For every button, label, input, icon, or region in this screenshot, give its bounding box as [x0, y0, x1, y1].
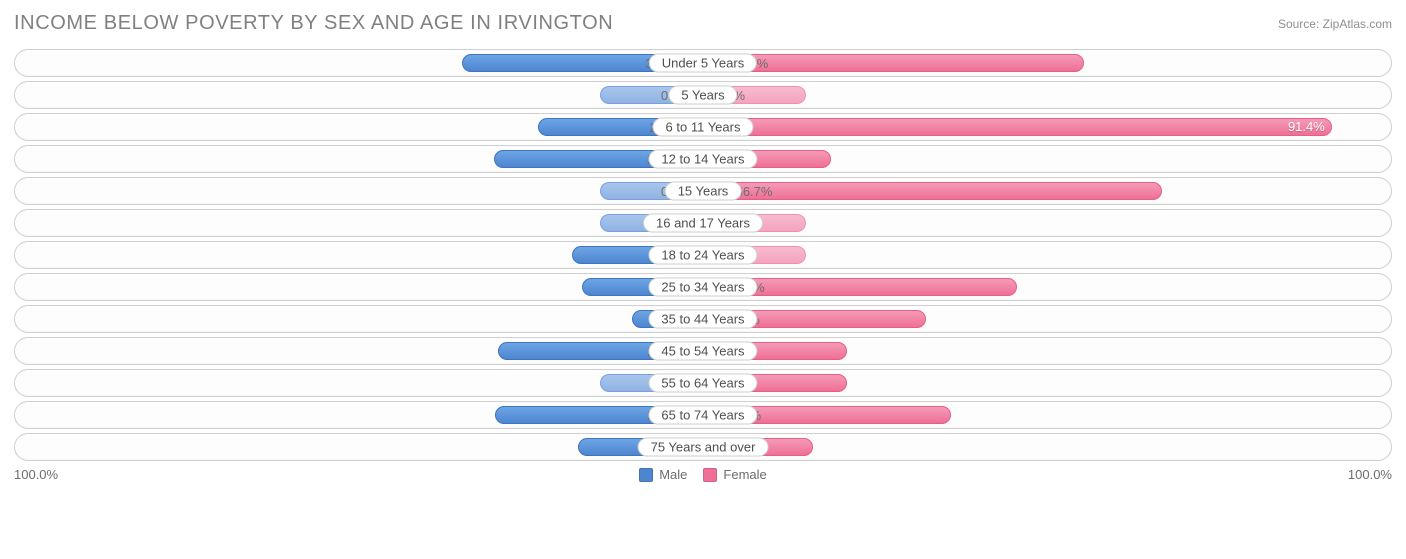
chart-row: 35.0%55.4%Under 5 Years	[14, 49, 1392, 77]
chart-row: 19.1%0.0%18 to 24 Years	[14, 241, 1392, 269]
chart-row: 24.0% 91.4% 6 to 11 Years	[14, 113, 1392, 141]
female-half: 45.6%	[703, 274, 1391, 300]
female-half: 36.1%	[703, 402, 1391, 428]
male-half: 0.0%	[15, 370, 703, 396]
chart-row: 29.8%21.0%45 to 54 Years	[14, 337, 1392, 365]
female-half: 66.7%	[703, 178, 1391, 204]
male-half: 18.2%	[15, 434, 703, 460]
axis-left-max: 100.0%	[14, 467, 58, 482]
category-label: 15 Years	[665, 182, 742, 201]
female-value: 91.4%	[1288, 119, 1325, 134]
legend-swatch-female	[703, 468, 717, 482]
category-label: 18 to 24 Years	[648, 246, 757, 265]
legend-swatch-male	[639, 468, 653, 482]
chart-row: 0.0%21.0%55 to 64 Years	[14, 369, 1392, 397]
legend-label-male: Male	[659, 467, 687, 482]
female-half: 91.4%	[703, 114, 1391, 140]
female-half: 0.0%	[703, 242, 1391, 268]
female-half: 21.0%	[703, 338, 1391, 364]
female-half: 0.0%	[703, 82, 1391, 108]
chart-header: INCOME BELOW POVERTY BY SEX AND AGE IN I…	[14, 12, 1392, 35]
male-half: 24.0%	[15, 114, 703, 140]
female-half: 32.4%	[703, 306, 1391, 332]
chart-legend: Male Female	[639, 467, 767, 482]
chart-row: 0.0%0.0%5 Years	[14, 81, 1392, 109]
category-label: Under 5 Years	[649, 54, 757, 73]
chart-source: Source: ZipAtlas.com	[1278, 17, 1392, 31]
male-half: 0.0%	[15, 210, 703, 236]
category-label: 5 Years	[668, 86, 737, 105]
legend-label-female: Female	[723, 467, 766, 482]
male-half: 0.0%	[15, 82, 703, 108]
male-half: 29.8%	[15, 338, 703, 364]
male-half: 17.6%	[15, 274, 703, 300]
chart-title: INCOME BELOW POVERTY BY SEX AND AGE IN I…	[14, 12, 613, 35]
legend-male: Male	[639, 467, 687, 482]
chart-rows: 35.0%55.4%Under 5 Years0.0%0.0%5 Years24…	[14, 49, 1392, 461]
chart-row: 30.4%18.6%12 to 14 Years	[14, 145, 1392, 173]
male-half: 30.4%	[15, 146, 703, 172]
category-label: 12 to 14 Years	[648, 150, 757, 169]
category-label: 55 to 64 Years	[648, 374, 757, 393]
female-bar: 91.4%	[703, 118, 1332, 136]
axis-right-max: 100.0%	[1348, 467, 1392, 482]
male-half: 0.0%	[15, 178, 703, 204]
female-half: 18.6%	[703, 146, 1391, 172]
chart-row: 17.6%45.6%25 to 34 Years	[14, 273, 1392, 301]
female-half: 0.0%	[703, 210, 1391, 236]
category-label: 35 to 44 Years	[648, 310, 757, 329]
male-half: 35.0%	[15, 50, 703, 76]
category-label: 65 to 74 Years	[648, 406, 757, 425]
category-label: 25 to 34 Years	[648, 278, 757, 297]
female-half: 21.0%	[703, 370, 1391, 396]
male-half: 30.2%	[15, 402, 703, 428]
chart-footer: 100.0% Male Female 100.0%	[14, 467, 1392, 482]
female-half: 55.4%	[703, 50, 1391, 76]
male-half: 19.1%	[15, 242, 703, 268]
legend-female: Female	[703, 467, 766, 482]
male-half: 10.3%	[15, 306, 703, 332]
category-label: 16 and 17 Years	[643, 214, 763, 233]
chart-row: 10.3%32.4%35 to 44 Years	[14, 305, 1392, 333]
chart-row: 30.2%36.1%65 to 74 Years	[14, 401, 1392, 429]
category-label: 6 to 11 Years	[653, 118, 754, 137]
category-label: 75 Years and over	[638, 438, 769, 457]
category-label: 45 to 54 Years	[648, 342, 757, 361]
chart-row: 18.2%16.0%75 Years and over	[14, 433, 1392, 461]
chart-row: 0.0%0.0%16 and 17 Years	[14, 209, 1392, 237]
female-half: 16.0%	[703, 434, 1391, 460]
chart-row: 0.0%66.7%15 Years	[14, 177, 1392, 205]
